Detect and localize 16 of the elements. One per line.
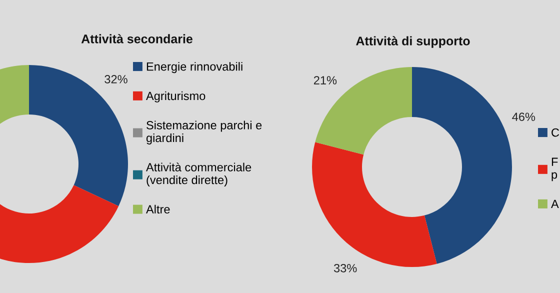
- data-label: 46%: [512, 112, 536, 122]
- data-label: 32%: [104, 75, 128, 84]
- legend-label: Agriturismo: [146, 91, 206, 102]
- legend-label: A: [551, 200, 559, 208]
- data-label: 21%: [314, 76, 337, 84]
- chart-title: Attività secondarie: [81, 34, 192, 44]
- donut-slice: [315, 67, 412, 155]
- donut-slice: [412, 67, 512, 264]
- data-label: 33%: [334, 264, 357, 272]
- legend-label: Sistemazione parchi e giardini: [146, 120, 262, 144]
- legend-label: F p: [552, 158, 558, 182]
- legend-label: Energie rinnovabili: [146, 62, 242, 74]
- legend-label: C: [552, 128, 560, 137]
- legend-label: Altre: [146, 204, 170, 214]
- legend-label: Attività commerciale (vendite dirette): [146, 162, 252, 186]
- chart-title: Attività di supporto: [356, 36, 470, 48]
